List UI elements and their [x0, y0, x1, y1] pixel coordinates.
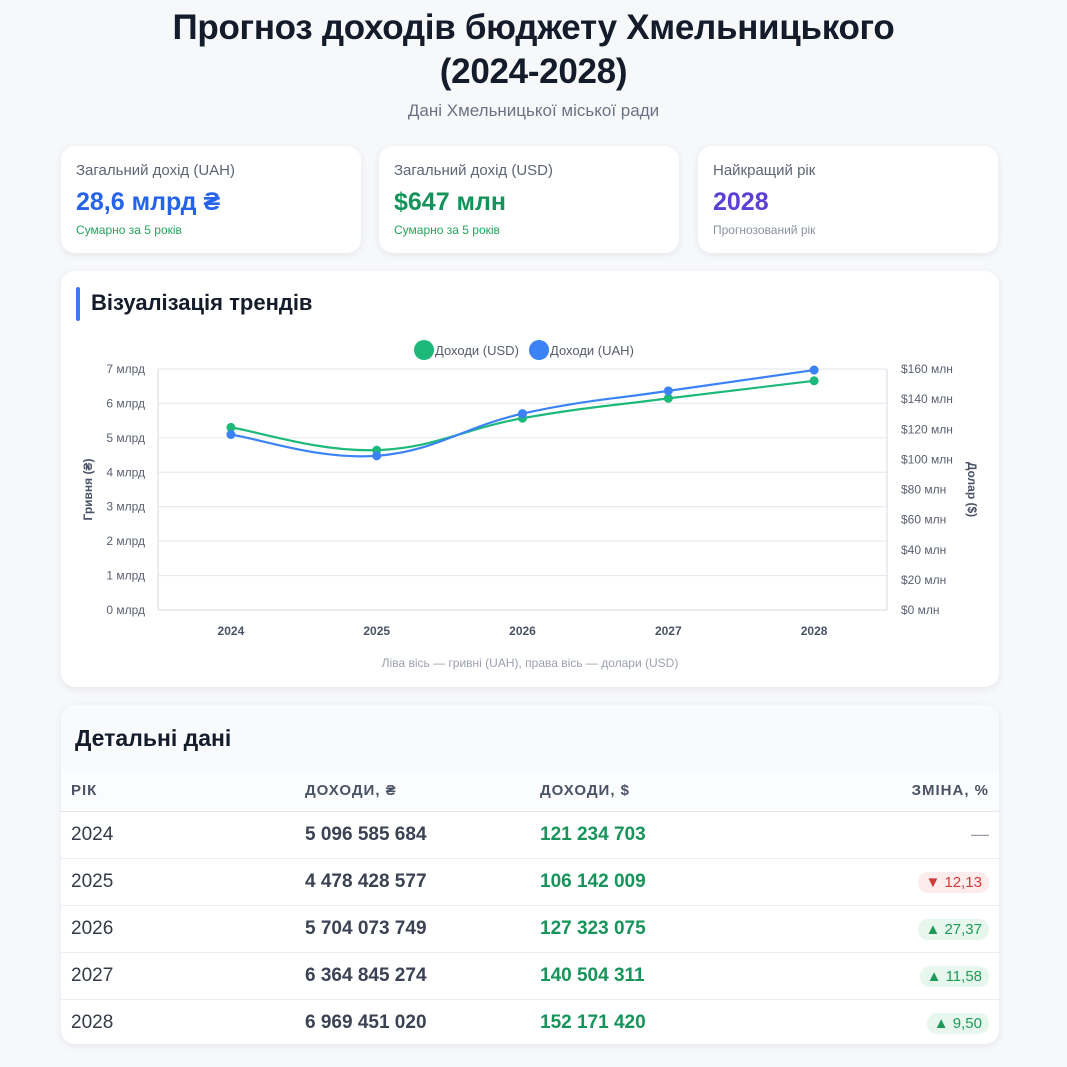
change-badge-up: ▲ 27,37 [918, 918, 989, 940]
header-change[interactable]: ЗМІНА, % [775, 771, 999, 812]
page-subtitle: Дані Хмельницької міської ради [407, 101, 660, 120]
kpi-note: Сумарно за 5 років [394, 223, 500, 237]
table-row: 2025 4 478 428 577 106 142 009 ▼ 12,13 [61, 858, 999, 906]
cell-usd: 152 171 420 [540, 999, 775, 1044]
y-right-tick-label: $100 млн [901, 452, 953, 466]
kpi-value: $647 млн [394, 188, 507, 216]
change-empty-dash: — [971, 823, 989, 844]
data-table: РІК ДОХОДИ, ₴ ДОХОДИ, $ ЗМІНА, % 2024 5 0… [61, 771, 999, 1044]
kpi-label: Загальний дохід (USD) [394, 162, 554, 179]
cell-year: 2027 [61, 952, 305, 1000]
y-left-tick-label: 5 млрд [106, 431, 145, 445]
table-row: 2027 6 364 845 274 140 504 311 ▲ 11,58 [61, 952, 999, 1000]
header-usd[interactable]: ДОХОДИ, $ [540, 771, 775, 812]
y-right-tick-label: $60 млн [901, 513, 946, 527]
y-left-tick-label: 2 млрд [106, 534, 145, 548]
y-left-tick-label: 1 млрд [106, 569, 145, 583]
x-tick-label: 2027 [655, 624, 682, 638]
y-right-tick-label: $140 млн [901, 392, 953, 406]
kpi-card-total-usd: Загальний дохід (USD) $647 млн Сумарно з… [379, 146, 679, 253]
legend-label: Доходи (UAH) [550, 343, 634, 358]
legend-label: Доходи (USD) [435, 343, 519, 358]
cell-change: ▼ 12,13 [775, 858, 999, 906]
cell-usd: 121 234 703 [540, 811, 775, 859]
page-title-line2: (2024-2028) [439, 52, 628, 91]
y-left-tick-label: 0 млрд [106, 603, 145, 617]
cell-uah: 4 478 428 577 [305, 858, 540, 906]
y-right-tick-label: $20 млн [901, 573, 946, 587]
kpi-card-total-uah: Загальний дохід (UAH) 28,6 млрд ₴ Сумарн… [61, 146, 361, 253]
y-right-tick-label: $120 млн [901, 422, 953, 436]
table-section-title: Детальні дані [75, 725, 232, 751]
cell-year: 2024 [61, 811, 305, 859]
cell-change: ▲ 27,37 [775, 905, 999, 953]
table-row: 2028 6 969 451 020 152 171 420 ▲ 9,50 [61, 999, 999, 1044]
kpi-value: 2028 [713, 188, 769, 216]
cell-uah: 6 969 451 020 [305, 999, 540, 1044]
section-accent-bar [76, 287, 80, 321]
header-year[interactable]: РІК [61, 771, 305, 812]
chart-card: Візуалізація трендів 0 млрд 1 млрд 2 млрд 3… [61, 271, 999, 687]
y-left-axis-title: Гривня (₴) [81, 458, 95, 520]
kpi-note: Прогнозований рік [713, 223, 816, 237]
table-header-row: РІК ДОХОДИ, ₴ ДОХОДИ, $ ЗМІНА, % [61, 771, 999, 812]
cell-change: ▲ 9,50 [775, 999, 999, 1044]
x-tick-label: 2024 [218, 624, 245, 638]
cell-uah: 5 096 585 684 [305, 811, 540, 859]
legend-marker [529, 340, 549, 360]
chart-caption: Ліва вісь — гривні (UAH), права вісь — д… [382, 656, 679, 670]
data-point [372, 451, 382, 461]
y-left-tick-label: 3 млрд [106, 500, 145, 514]
change-badge-up: ▲ 9,50 [926, 1012, 989, 1034]
page-title-line1: Прогноз доходів бюджету Хмельницького [172, 8, 895, 47]
x-tick-label: 2028 [801, 624, 828, 638]
kpi-value: 28,6 млрд ₴ [76, 188, 221, 216]
y-left-tick-label: 4 млрд [106, 465, 145, 479]
table-row: 2026 5 704 073 749 127 323 075 ▲ 27,37 [61, 905, 999, 953]
data-point [226, 430, 236, 440]
cell-usd: 106 142 009 [540, 858, 775, 906]
x-tick-label: 2026 [509, 624, 536, 638]
y-right-tick-label: $160 млн [901, 362, 953, 376]
y-right-tick-label: $0 млн [901, 603, 940, 617]
data-point [809, 376, 819, 386]
data-point [663, 393, 673, 403]
y-right-tick-label: $40 млн [901, 543, 946, 557]
cell-usd: 140 504 311 [540, 952, 775, 1000]
cell-change: ▲ 11,58 [775, 952, 999, 1000]
table-row: 2024 5 096 585 684 121 234 703 — [61, 811, 999, 859]
y-right-axis-title: Долар ($) [965, 462, 979, 517]
y-right-tick-label: $80 млн [901, 483, 946, 497]
legend-marker [414, 340, 434, 360]
data-table-card: Детальні дані РІК ДОХОДИ, ₴ ДОХОДИ, $ ЗМ… [61, 705, 999, 1044]
cell-year: 2026 [61, 905, 305, 953]
data-point [809, 365, 819, 375]
change-badge-down: ▼ 12,13 [918, 871, 989, 893]
cell-year: 2028 [61, 999, 305, 1044]
y-left-tick-label: 7 млрд [106, 362, 145, 376]
x-tick-label: 2025 [363, 624, 390, 638]
kpi-label: Загальний дохід (UAH) [76, 162, 236, 179]
cell-change: — [775, 811, 999, 859]
kpi-label: Найкращий рік [713, 162, 816, 179]
data-point [663, 386, 673, 396]
cell-uah: 5 704 073 749 [305, 905, 540, 953]
kpi-card-best-year: Найкращий рік 2028 Прогнозований рік [698, 146, 998, 253]
data-point [226, 422, 236, 432]
cell-usd: 127 323 075 [540, 905, 775, 953]
cell-year: 2025 [61, 858, 305, 906]
page-title: Прогноз доходів бюджету Хмельницького (2… [0, 6, 1067, 94]
header-uah[interactable]: ДОХОДИ, ₴ [305, 771, 540, 812]
data-point [518, 409, 527, 419]
revenue-line-chart: 0 млрд 1 млрд 2 млрд 3 млрд 4 млрд 5 млрд 6 мл… [81, 340, 979, 670]
change-badge-up: ▲ 11,58 [919, 965, 989, 987]
kpi-note: Сумарно за 5 років [76, 223, 182, 237]
y-left-tick-label: 6 млрд [106, 396, 145, 410]
cell-uah: 6 364 845 274 [305, 952, 540, 1000]
chart-section-title: Візуалізація трендів [91, 290, 313, 315]
